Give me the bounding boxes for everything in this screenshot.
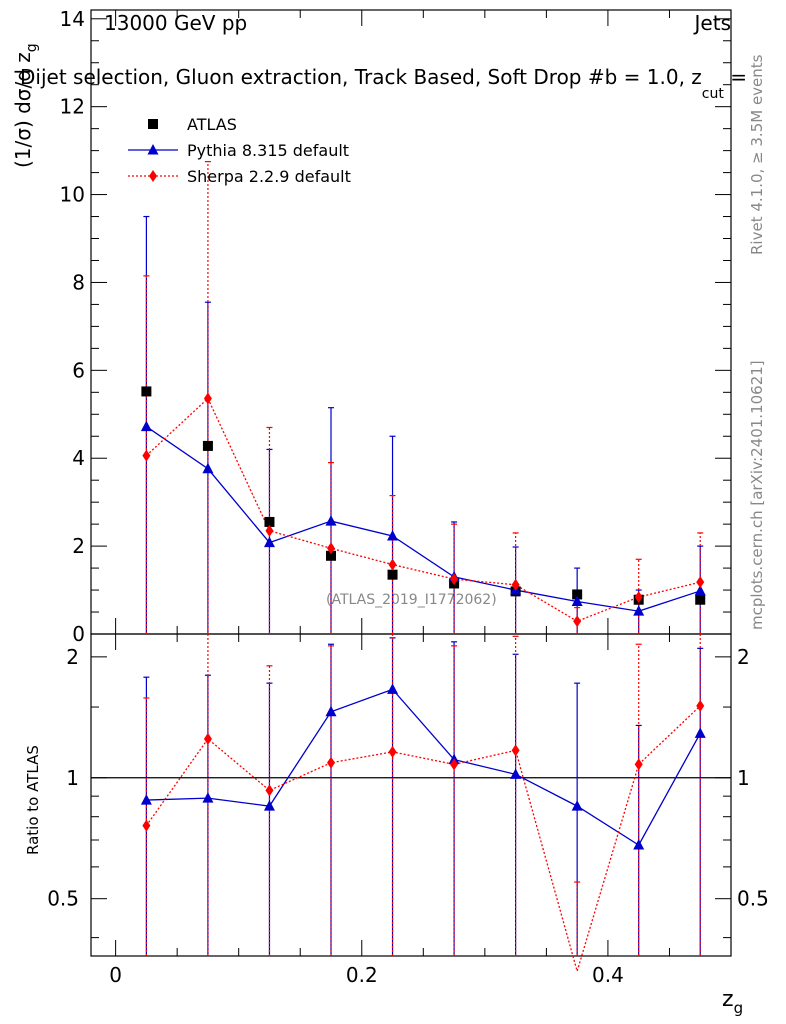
main-point-atlas [387,569,398,580]
ratio-panel-frame [90,633,732,957]
main-panel-frame [90,9,732,635]
legend-marker-pythia [147,144,159,155]
ratio-point-sherpa [203,732,212,745]
main-point-pythia [694,584,706,596]
legend: ATLAS Pythia 8.315 default Sherpa 2.2.9 de… [128,115,351,186]
subtitle-main: Dijet selection, Gluon extraction, Track… [20,65,702,89]
ratio-line-pythia [146,688,701,846]
ratio-y-tick-label-right: 1 [737,766,750,790]
ratio-x-tick-label: 0 [109,963,122,987]
main-point-sherpa [450,573,459,586]
ratio-point-sherpa [450,758,459,771]
main-point-atlas [572,589,583,600]
main-ylabel-subscript: g [24,43,40,52]
main-line-pythia [146,426,701,612]
ratio-x-tick-label: 0.2 [346,963,378,987]
main-point-sherpa [327,542,335,555]
ratio-point-pythia [263,800,275,811]
main-point-pythia [571,595,583,606]
analysis-watermark: (ATLAS_2019_I1772062) [326,592,497,608]
ratio-point-sherpa [265,784,274,797]
ratio-x-tick-label: 0.4 [592,963,624,987]
main-line-sherpa [145,397,701,622]
main-y-tick-label: 8 [72,270,85,294]
main-point-sherpa [388,558,397,571]
main-ylabel: (1/σ) dσ/d zg [11,43,40,168]
ratio-y-tick-label-right: 2 [737,645,750,669]
main-y-tick-label: 4 [72,446,85,470]
main-point-sherpa [696,576,705,589]
ratio-xlabel: zg [722,987,743,1017]
main-point-pythia [633,605,645,616]
ratio-point-pythia [325,705,337,717]
main-point-sherpa [634,591,643,604]
rivet-version-label: Rivet 4.1.0, ≥ 3.5M events [748,54,766,255]
ratio-point-sherpa [388,745,397,758]
ratio-xlabel-subscript: g [734,999,744,1017]
subtitle-subscript: cut [702,86,725,102]
energy-label: 13000 GeV pp [104,11,247,35]
main-y-tick-label: 6 [72,358,85,382]
ratio-point-sherpa [142,819,151,832]
main-point-pythia [202,462,214,474]
main-panel: 0 2 4 6 8 10 12 14 [60,7,732,646]
ratio-point-sherpa [696,699,705,712]
ratio-xlabel-text: z [722,987,734,1012]
ratio-point-pythia [633,839,645,850]
main-point-atlas [202,440,213,451]
main-point-pythia [387,530,399,541]
main-y-tick-label: 10 [60,183,85,207]
main-point-pythia [325,515,337,526]
main-point-sherpa [142,449,151,462]
legend-label-atlas: ATLAS [187,115,237,134]
ratio-point-pythia [694,727,706,738]
ratio-panel: 0.5 0.5 1 1 2 2 0 0.2 0.4 [47,634,769,987]
main-point-sherpa [203,392,212,405]
legend-marker-sherpa [149,170,157,182]
ratio-point-sherpa [327,756,335,769]
mcplots-label: mcplots.cern.ch [arXiv:2401.10621] [748,360,766,630]
ratio-point-pythia [387,683,399,694]
main-point-atlas [695,594,706,605]
ratio-point-pythia [510,768,522,779]
legend-label-sherpa: Sherpa 2.2.9 default [187,167,351,186]
legend-label-pythia: Pythia 8.315 default [187,141,349,160]
ratio-y-tick-label-right: 0.5 [737,887,769,911]
category-label: Jets [693,11,731,35]
legend-marker-atlas [148,119,158,129]
main-y-tick-label: 2 [72,534,85,558]
ratio-point-pythia [571,800,583,811]
ratio-point-pythia [202,792,214,803]
main-point-pythia [263,536,275,548]
main-point-atlas [326,550,336,561]
ratio-y-tick-label-left: 1 [66,766,79,790]
main-point-atlas [264,516,275,527]
main-ylabel-text: (1/σ) dσ/d z [11,52,35,168]
subtitle-tail: = [724,65,747,89]
main-y-tick-label: 14 [60,7,85,31]
main-point-pythia [140,420,152,432]
ratio-point-pythia [140,794,152,805]
ratio-point-sherpa [634,758,643,771]
ratio-y-tick-label-left: 2 [66,645,79,669]
main-point-sherpa [573,615,582,628]
plot-subtitle: Dijet selection, Gluon extraction, Track… [20,65,747,102]
main-point-sherpa [511,578,520,591]
main-y-tick-label: 0 [72,622,85,646]
ratio-ylabel: Ratio to ATLAS [24,745,42,855]
ratio-point-sherpa [511,744,520,757]
ratio-y-tick-label-left: 0.5 [47,887,79,911]
ratio-line-sherpa [145,705,701,974]
main-point-atlas [141,386,152,397]
main-point-sherpa [265,524,274,537]
main-y-tick-label: 12 [60,95,85,119]
